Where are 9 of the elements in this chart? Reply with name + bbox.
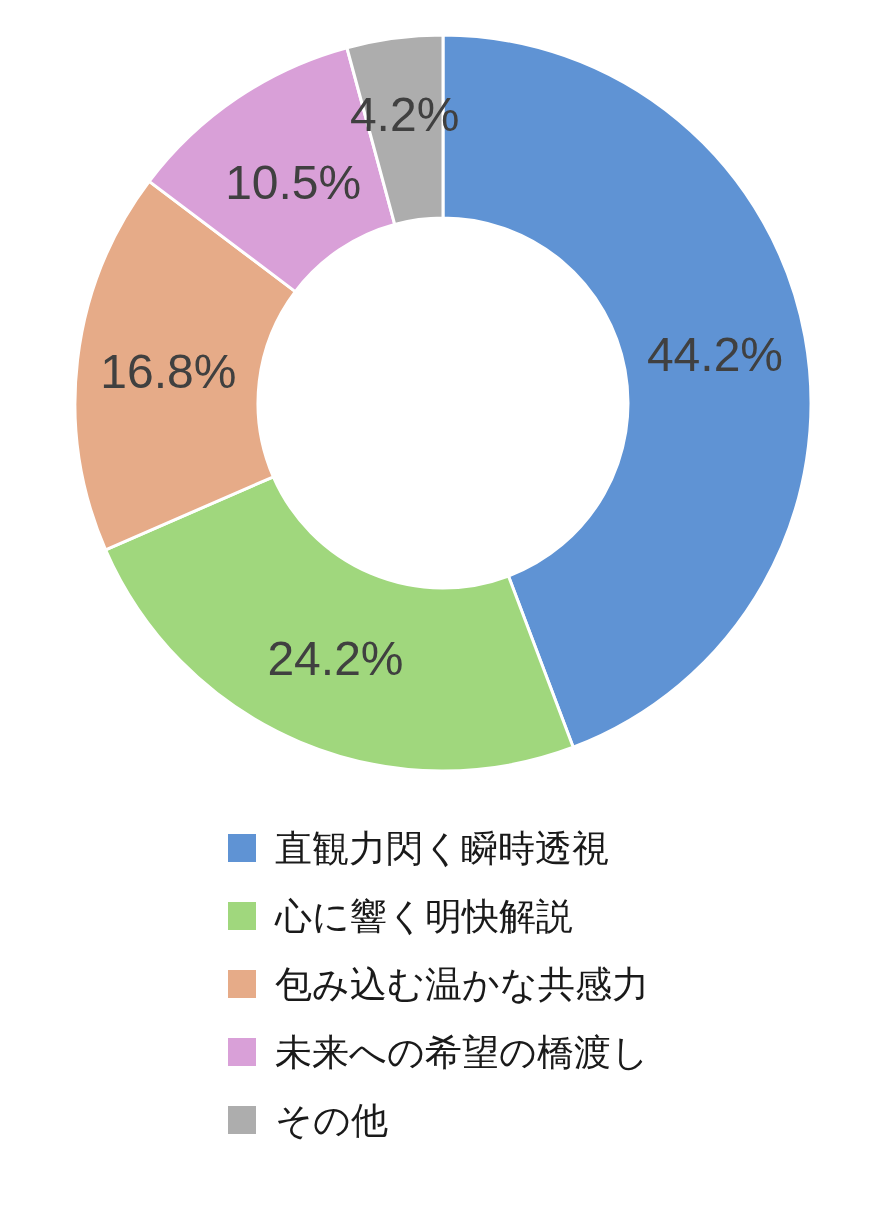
- data-label: 44.2%: [646, 327, 784, 381]
- legend-label: 未来への希望の橋渡し: [275, 1031, 649, 1075]
- legend-label: 包み込む温かな共感力: [275, 963, 649, 1007]
- legend-label: その他: [275, 1099, 388, 1143]
- legend-label: 直観力閃く瞬時透視: [275, 827, 609, 871]
- data-label: 16.8%: [100, 344, 237, 398]
- data-label: 24.2%: [267, 632, 404, 686]
- data-label: 10.5%: [225, 155, 362, 209]
- legend-label: 心に響く明快解説: [274, 895, 573, 939]
